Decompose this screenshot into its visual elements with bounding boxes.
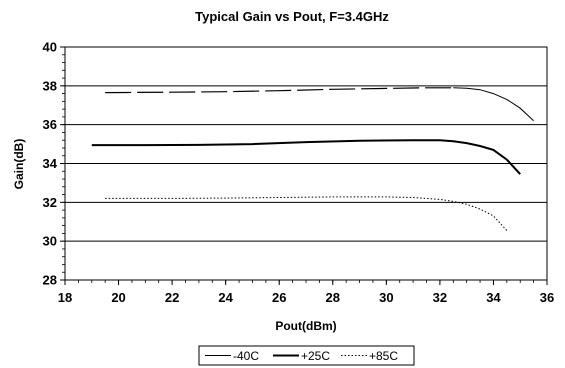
x-tick-label: 26: [272, 290, 286, 305]
plot-series: [91, 87, 534, 231]
y-axis-ticks: 28 30 32 34 36 38 40: [43, 40, 65, 288]
y-tick-label: 38: [43, 78, 57, 93]
chart-title: Typical Gain vs Pout, F=3.4GHz: [195, 9, 389, 24]
gridlines: [65, 85, 547, 242]
x-tick-label: 22: [165, 290, 179, 305]
series-line-minus40c-tail: [453, 87, 534, 122]
y-tick-label: 40: [43, 40, 57, 55]
y-tick-label: 30: [43, 234, 57, 249]
x-axis-label: Pout(dBm): [275, 319, 336, 333]
x-tick-label: 18: [58, 290, 72, 305]
y-tick-label: 28: [43, 273, 57, 288]
legend-entry-plus25c-label: +25C: [301, 349, 330, 363]
x-tick-label: 36: [540, 290, 554, 305]
x-tick-label: 32: [433, 290, 447, 305]
legend-box: [198, 345, 415, 366]
y-tick-label: 34: [43, 156, 58, 171]
x-tick-label: 20: [111, 290, 125, 305]
y-tick-label: 36: [43, 117, 57, 132]
series-line-plus25c: [91, 139, 521, 175]
y-tick-label: 32: [43, 195, 57, 210]
x-tick-label: 30: [379, 290, 393, 305]
y-axis-label: Gain(dB): [12, 139, 26, 190]
x-axis-ticks: 18 20 22 24 26 28 30 32 34 36: [58, 280, 554, 305]
series-line-minus40c: [105, 87, 454, 94]
x-tick-label: 34: [486, 290, 501, 305]
legend-entry-plus85c-label: +85C: [369, 349, 398, 363]
x-tick-label: 28: [326, 290, 340, 305]
legend: -40C +25C +85C: [198, 345, 415, 366]
x-tick-label: 24: [218, 290, 233, 305]
legend-entry-minus40c-label: -40C: [233, 349, 259, 363]
